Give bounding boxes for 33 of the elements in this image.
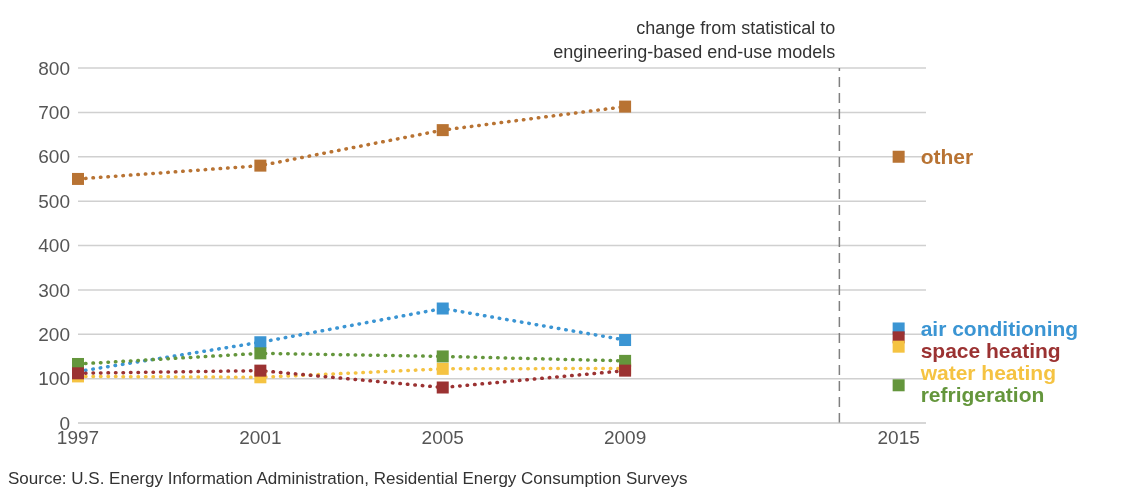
point	[892, 379, 905, 392]
y-tick-label: 300	[38, 279, 70, 301]
series-label: refrigeration	[920, 382, 1045, 406]
point	[436, 302, 449, 315]
x-tick-label: 2001	[239, 427, 282, 449]
source-note: Source: U.S. Energy Information Administration, Residential Energy Consumption Surveys	[8, 469, 689, 489]
point	[436, 350, 449, 363]
y-tick-label: 500	[38, 190, 70, 212]
point	[619, 334, 632, 347]
y-tick-label: 400	[38, 235, 70, 257]
point	[254, 364, 267, 377]
point	[254, 347, 267, 360]
point	[892, 340, 905, 353]
point	[436, 362, 449, 375]
ref-line-label: change from statistical to engineering-based end-use models	[553, 18, 836, 62]
series-label: air conditioning	[920, 316, 1079, 340]
point	[619, 100, 632, 113]
y-tick-label: 200	[38, 323, 70, 345]
x-tick-label: 2009	[603, 427, 647, 449]
y-tick-label: 800	[38, 57, 70, 79]
series-label: space heating	[920, 338, 1061, 362]
y-tick-label: 100	[38, 368, 70, 390]
y-tick-label: 600	[38, 146, 70, 168]
series-label: other	[920, 145, 974, 169]
x-tick-label: 2005	[421, 427, 464, 449]
y-tick-label: 700	[38, 102, 70, 124]
point	[436, 124, 449, 137]
point	[436, 381, 449, 394]
point	[72, 172, 84, 185]
x-tick-label: 2015	[877, 427, 920, 449]
point	[892, 150, 905, 163]
point	[254, 159, 267, 172]
point	[254, 336, 267, 349]
